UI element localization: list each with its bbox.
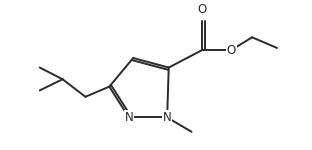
Text: N: N xyxy=(163,111,172,124)
Text: N: N xyxy=(124,111,133,124)
Text: O: O xyxy=(197,3,207,16)
Text: O: O xyxy=(227,44,236,57)
